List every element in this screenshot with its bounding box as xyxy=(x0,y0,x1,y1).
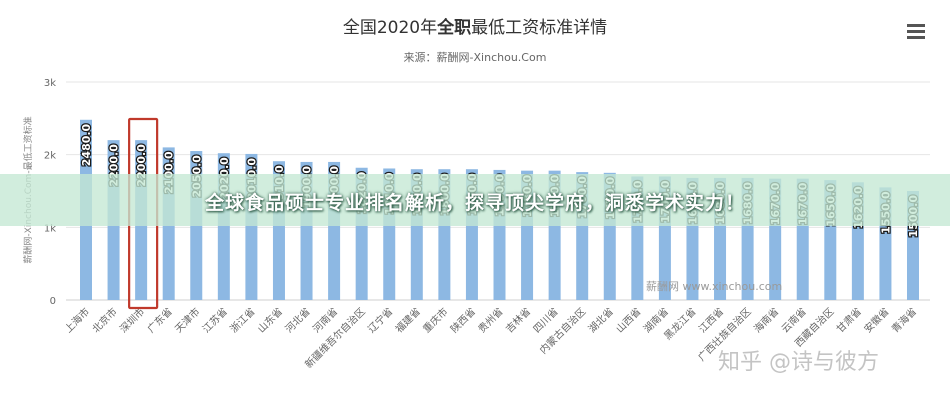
category-label: 陕西省 xyxy=(448,305,478,335)
chart-title-bold: 全职 xyxy=(436,17,471,38)
banner-headline: 全球食品硕士专业排名解析，探寻顶尖学府，洞悉学术实力！ xyxy=(204,192,745,214)
y-tick-label: 1k xyxy=(44,223,56,234)
chart-title-suffix: 最低工资标准详情 xyxy=(471,18,607,38)
menu-bar xyxy=(907,36,925,39)
value-label: 2480.0 xyxy=(80,123,93,166)
category-label: 贵州省 xyxy=(475,305,505,335)
chart-title: 全国2020年全职最低工资标准详情 xyxy=(343,17,607,38)
chart-subtitle: 来源：薪酬网-Xinchou.Com xyxy=(404,50,547,64)
category-label: 河北省 xyxy=(282,305,312,335)
category-label: 甘肃省 xyxy=(834,305,864,335)
category-label: 重庆市 xyxy=(420,305,450,335)
category-label: 安徽省 xyxy=(861,305,891,335)
category-label: 上海市 xyxy=(62,305,92,335)
site-watermark: 薪酬网 www.xinchou.com xyxy=(646,280,783,293)
y-tick-label: 0 xyxy=(50,296,56,307)
category-label: 山西省 xyxy=(613,305,643,335)
category-label: 吉林省 xyxy=(503,305,533,335)
y-tick-label: 3k xyxy=(44,78,56,89)
menu-bar xyxy=(907,24,925,27)
category-label: 山东省 xyxy=(255,305,285,335)
menu-bar xyxy=(907,30,925,33)
category-label: 广东省 xyxy=(144,305,174,335)
category-label: 青海省 xyxy=(889,305,919,335)
category-label: 天津市 xyxy=(172,305,202,335)
zhihu-watermark: 知乎 @诗与彼方 xyxy=(718,350,879,375)
category-label: 浙江省 xyxy=(227,305,257,335)
y-axis-ticks: 0 1k 2k 3k xyxy=(44,78,56,307)
category-label: 江苏省 xyxy=(200,305,230,335)
category-label: 福建省 xyxy=(393,305,423,335)
chart-title-prefix: 全国2020年 xyxy=(343,18,437,38)
category-label: 湖北省 xyxy=(585,305,615,335)
category-label: 内蒙古自治区 xyxy=(537,305,589,357)
category-label: 深圳市 xyxy=(117,305,147,335)
y-tick-label: 2k xyxy=(44,151,56,162)
category-label: 海南省 xyxy=(751,305,781,335)
category-label: 辽宁省 xyxy=(365,305,395,335)
category-label: 北京市 xyxy=(89,305,119,335)
hamburger-menu-icon[interactable] xyxy=(907,24,925,40)
banner-overlay xyxy=(0,174,950,226)
